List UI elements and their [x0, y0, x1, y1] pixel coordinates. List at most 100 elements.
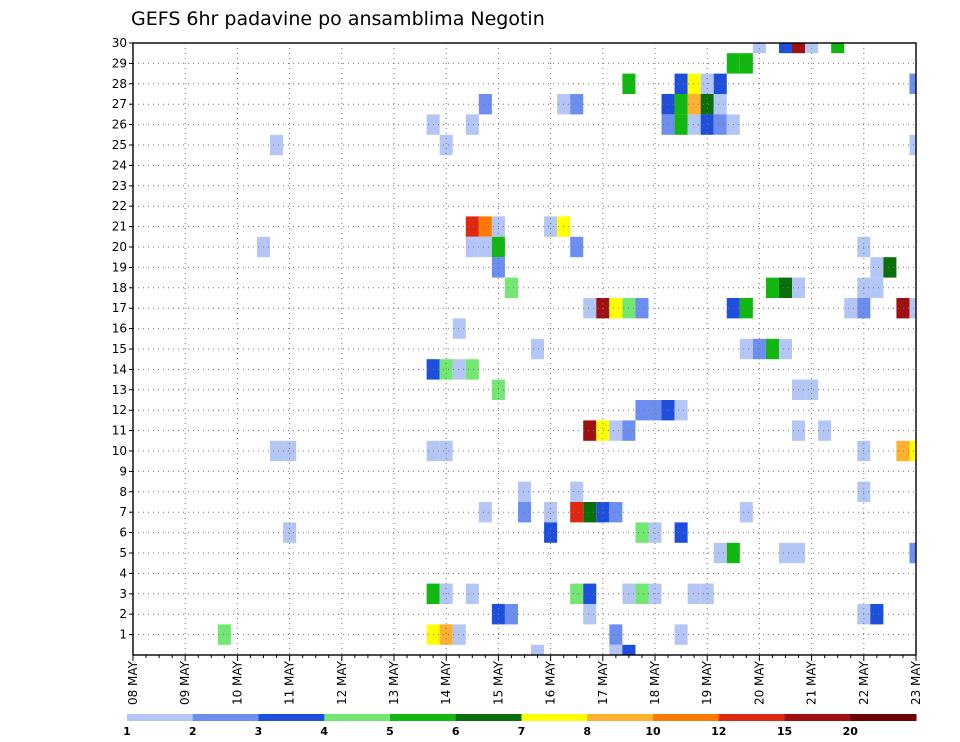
colorbar-segment — [258, 714, 325, 721]
heatmap-cell — [687, 73, 701, 94]
heatmap-cell — [439, 440, 453, 462]
colorbar-segment — [784, 714, 851, 721]
heatmap-cell — [596, 502, 610, 523]
heatmap-cell — [870, 257, 884, 278]
colorbar-segment — [653, 714, 720, 721]
colorbar-segment — [324, 714, 391, 721]
colorbar-segment — [192, 714, 259, 721]
y-tick-label: 8 — [119, 485, 127, 499]
heatmap-cell — [609, 420, 623, 441]
x-tick-label: 22 MAY — [857, 660, 871, 705]
chart-title: GEFS 6hr padavine po ansamblima Negotin — [131, 8, 545, 30]
y-tick-label: 18 — [112, 281, 127, 295]
x-tick-label: 21 MAY — [805, 660, 819, 705]
heatmap-cell — [478, 94, 492, 115]
x-tick-label: 20 MAY — [752, 660, 766, 705]
colorbar-tick-label: 8 — [583, 725, 591, 738]
heatmap-cell — [896, 298, 910, 319]
heatmap-cell — [635, 400, 649, 421]
heatmap-cell — [635, 298, 649, 319]
y-tick-label: 2 — [119, 607, 127, 621]
heatmap-cell — [778, 277, 793, 298]
colorbar-tick-label: 10 — [645, 725, 661, 738]
colorbar-tick-label: 20 — [843, 725, 859, 738]
y-tick-label: 20 — [112, 240, 127, 254]
colorbar-segment — [521, 714, 588, 721]
heatmap-cell — [909, 298, 916, 319]
colorbar-segment — [455, 714, 522, 721]
heatmap-cell — [583, 604, 597, 625]
heatmap-cell — [844, 298, 858, 319]
heatmap-cell — [570, 502, 584, 523]
heatmap-cell — [609, 644, 623, 655]
y-tick-label: 12 — [112, 403, 127, 417]
heatmap-cell — [870, 277, 884, 298]
heatmap-cell — [465, 216, 479, 237]
heatmap-cell — [778, 542, 793, 564]
heatmap-cell — [713, 94, 727, 115]
heatmap-cell — [283, 440, 297, 462]
colorbar-segment — [718, 714, 785, 721]
heatmap-cell — [465, 236, 479, 258]
x-tick-label: 10 MAY — [230, 660, 244, 705]
heatmap-cell — [531, 644, 545, 655]
heatmap-cell — [544, 216, 558, 237]
x-tick-label: 19 MAY — [700, 660, 714, 705]
heatmap-cell — [452, 624, 466, 645]
heatmap-cell — [439, 359, 453, 380]
x-tick-label: 18 MAY — [648, 660, 662, 705]
y-tick-label: 9 — [119, 464, 127, 478]
heatmap-cell — [831, 43, 845, 54]
x-tick-label: 12 MAY — [335, 660, 349, 705]
x-tick-label: 09 MAY — [178, 660, 192, 705]
colorbar-tick-label: 7 — [518, 725, 526, 738]
heatmap-cell — [674, 114, 688, 135]
x-tick-label: 15 MAY — [491, 660, 505, 705]
heatmap-cell — [713, 542, 727, 564]
heatmap-cell — [478, 502, 492, 523]
heatmap-cell — [674, 522, 688, 543]
heatmap-cell — [909, 134, 916, 156]
y-tick-label: 25 — [112, 138, 127, 152]
y-tick-label: 11 — [112, 424, 127, 438]
heatmap-cell — [674, 400, 688, 421]
y-tick-label: 16 — [112, 322, 127, 336]
heatmap-cell — [570, 583, 584, 604]
heatmap-cell — [622, 644, 636, 655]
y-tick-label: 1 — [119, 628, 127, 642]
heatmap-cell — [778, 338, 793, 360]
heatmap-cell — [818, 420, 832, 441]
y-tick-label: 5 — [119, 546, 127, 560]
heatmap-cell — [570, 236, 584, 258]
colorbar-tick-label: 1 — [123, 725, 131, 738]
heatmap-cell — [778, 43, 793, 54]
y-tick-label: 27 — [112, 97, 127, 111]
y-tick-label: 7 — [119, 505, 127, 519]
y-tick-label: 28 — [112, 77, 127, 91]
heatmap-cell — [765, 277, 779, 298]
x-tick-label: 14 MAY — [439, 660, 453, 705]
heatmap-cell — [217, 624, 231, 645]
heatmap-cell — [583, 502, 597, 523]
heatmap-cell — [583, 298, 597, 319]
heatmap-cell — [870, 604, 884, 625]
heatmap-cell — [452, 359, 466, 380]
heatmap-cell — [687, 583, 701, 604]
colorbar-tick-label: 2 — [189, 725, 197, 738]
y-tick-label: 21 — [112, 220, 127, 234]
heatmap-cell — [883, 257, 897, 278]
y-tick-label: 6 — [119, 526, 127, 540]
heatmap-cell — [792, 43, 806, 54]
y-tick-label: 19 — [112, 260, 127, 274]
heatmap-cell — [583, 420, 597, 441]
y-tick-label: 17 — [112, 301, 127, 315]
heatmap-cell — [452, 318, 466, 339]
heatmap-cell — [439, 624, 453, 645]
y-tick-label: 24 — [112, 158, 127, 172]
x-tick-label: 13 MAY — [387, 660, 401, 705]
heatmap-cell — [570, 481, 584, 502]
heatmap-cell — [609, 624, 623, 645]
heatmap-cell — [739, 298, 753, 319]
y-axis-ticks: 1234567891011121314151617181920212223242… — [112, 36, 133, 642]
heatmap-cell — [544, 522, 558, 543]
